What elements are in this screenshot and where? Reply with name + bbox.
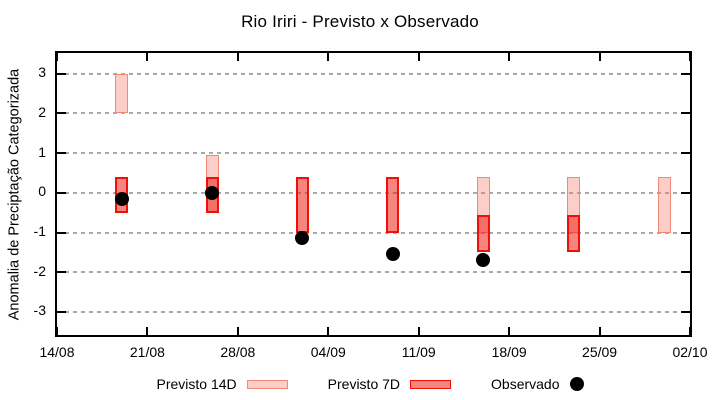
gridline (57, 191, 690, 194)
observado-point (385, 247, 400, 262)
previsto-14d-bar (115, 73, 129, 114)
previsto-14d-swatch-icon (246, 379, 288, 389)
previsto-14d-bar (657, 176, 671, 233)
x-axis-tick (417, 53, 420, 61)
y-axis-tick (681, 191, 690, 194)
y-tick-label: 3 (38, 64, 46, 81)
y-axis-tick (681, 310, 690, 313)
gridline (57, 152, 690, 155)
x-axis-tick (598, 327, 601, 335)
y-axis-tick (57, 231, 66, 234)
previsto-7d-bar (295, 176, 309, 233)
gridline (57, 112, 690, 115)
legend-item-observado: Observado (491, 376, 584, 392)
x-tick-label: 21/08 (129, 344, 165, 360)
x-axis-tick (689, 53, 690, 61)
observado-point (295, 231, 310, 246)
y-axis-tick (57, 310, 66, 313)
y-axis-tick (681, 152, 690, 155)
legend-label-previsto-7d: Previsto 7D (327, 376, 401, 392)
x-axis-tick (236, 327, 239, 335)
previsto-7d-bar (386, 176, 400, 233)
observado-point (114, 191, 129, 206)
legend-item-previsto-7d: Previsto 7D (327, 376, 452, 392)
y-tick-label: -1 (33, 223, 46, 240)
gridline (57, 271, 690, 274)
y-axis-tick (57, 72, 66, 75)
chart-title: Rio Iriri - Previsto x Observado (241, 12, 479, 31)
x-axis-tick (57, 53, 58, 61)
x-axis-tick (146, 327, 149, 335)
y-axis-tick (681, 271, 690, 274)
y-axis-tick (681, 112, 690, 115)
x-axis-tick (417, 327, 420, 335)
previsto-7d-bar (476, 214, 490, 253)
x-axis-tick (327, 327, 330, 335)
x-tick-label: 18/09 (491, 344, 527, 360)
y-tick-label: 1 (38, 143, 46, 160)
y-axis-tick (57, 191, 66, 194)
legend-label-previsto-14d: Previsto 14D (156, 376, 237, 392)
y-tick-label: -3 (33, 302, 46, 319)
legend-label-observado: Observado (491, 376, 560, 392)
x-tick-label: 04/09 (310, 344, 346, 360)
y-tick-label: 2 (38, 103, 46, 120)
gridline (57, 310, 690, 313)
observado-dot-icon (569, 377, 584, 391)
x-tick-label: 14/08 (39, 344, 75, 360)
y-axis-tick (57, 152, 66, 155)
x-tick-label: 02/10 (672, 344, 708, 360)
x-tick-label: 28/08 (220, 344, 256, 360)
previsto-7d-swatch-icon (410, 379, 452, 389)
plot-area (55, 51, 692, 337)
x-tick-label: 11/09 (401, 344, 436, 360)
x-tick-label: 25/09 (582, 344, 618, 360)
x-axis-tick (508, 53, 511, 61)
y-axis-tick (681, 72, 690, 75)
gridline (57, 231, 690, 234)
previsto-7d-bar (567, 214, 581, 253)
y-tick-label: -2 (33, 262, 46, 279)
x-axis-tick (327, 53, 330, 61)
gridline (57, 72, 690, 75)
x-axis-tick (598, 53, 601, 61)
x-axis-tick (689, 327, 690, 335)
observado-point (205, 185, 220, 200)
legend: Previsto 14D Previsto 7D Observado (0, 376, 720, 392)
legend-item-previsto-14d: Previsto 14D (157, 376, 288, 392)
y-axis-tick (681, 231, 690, 234)
observado-point (476, 253, 491, 268)
y-axis-tick (57, 112, 66, 115)
x-axis-tick (236, 53, 239, 61)
x-axis-tick (57, 327, 58, 335)
y-axis-tick (57, 271, 66, 274)
x-axis-tick (146, 53, 149, 61)
y-tick-label: 0 (38, 183, 46, 200)
x-axis-tick (508, 327, 511, 335)
